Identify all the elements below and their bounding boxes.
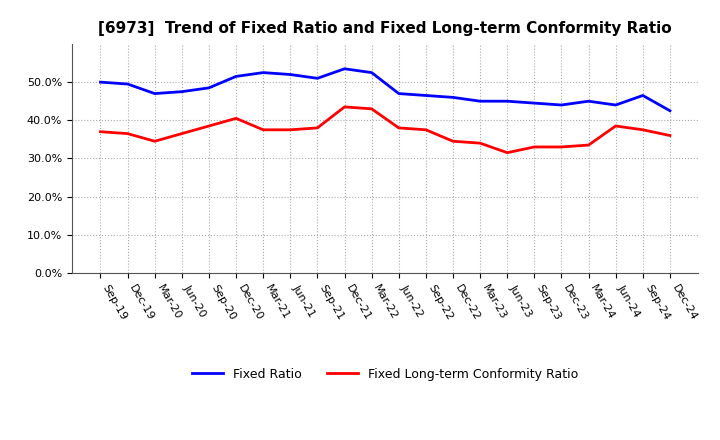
Fixed Long-term Conformity Ratio xyxy=(367,106,376,111)
Fixed Long-term Conformity Ratio xyxy=(178,131,186,136)
Fixed Ratio xyxy=(150,91,159,96)
Fixed Long-term Conformity Ratio xyxy=(530,144,539,150)
Fixed Long-term Conformity Ratio xyxy=(611,123,620,128)
Fixed Long-term Conformity Ratio xyxy=(286,127,294,132)
Fixed Ratio xyxy=(557,103,566,108)
Fixed Ratio xyxy=(178,89,186,94)
Fixed Long-term Conformity Ratio xyxy=(123,131,132,136)
Fixed Ratio xyxy=(232,74,240,79)
Line: Fixed Ratio: Fixed Ratio xyxy=(101,69,670,111)
Fixed Long-term Conformity Ratio xyxy=(395,125,403,131)
Fixed Long-term Conformity Ratio xyxy=(341,104,349,110)
Legend: Fixed Ratio, Fixed Long-term Conformity Ratio: Fixed Ratio, Fixed Long-term Conformity … xyxy=(187,363,583,385)
Fixed Ratio xyxy=(123,81,132,87)
Fixed Long-term Conformity Ratio xyxy=(150,139,159,144)
Fixed Ratio xyxy=(503,99,511,104)
Line: Fixed Long-term Conformity Ratio: Fixed Long-term Conformity Ratio xyxy=(101,107,670,153)
Fixed Ratio xyxy=(530,100,539,106)
Fixed Ratio xyxy=(395,91,403,96)
Fixed Long-term Conformity Ratio xyxy=(639,127,647,132)
Fixed Long-term Conformity Ratio xyxy=(259,127,268,132)
Fixed Ratio xyxy=(341,66,349,71)
Fixed Ratio xyxy=(286,72,294,77)
Fixed Long-term Conformity Ratio xyxy=(204,123,213,128)
Fixed Ratio xyxy=(449,95,457,100)
Fixed Ratio xyxy=(665,108,674,114)
Fixed Long-term Conformity Ratio xyxy=(232,116,240,121)
Fixed Ratio xyxy=(639,93,647,98)
Fixed Ratio xyxy=(611,103,620,108)
Fixed Ratio xyxy=(367,70,376,75)
Fixed Long-term Conformity Ratio xyxy=(557,144,566,150)
Fixed Ratio xyxy=(421,93,430,98)
Fixed Long-term Conformity Ratio xyxy=(584,143,593,148)
Fixed Ratio xyxy=(96,80,105,85)
Fixed Long-term Conformity Ratio xyxy=(421,127,430,132)
Fixed Long-term Conformity Ratio xyxy=(313,125,322,131)
Fixed Ratio xyxy=(204,85,213,91)
Fixed Ratio xyxy=(476,99,485,104)
Fixed Long-term Conformity Ratio xyxy=(503,150,511,155)
Fixed Ratio xyxy=(313,76,322,81)
Title: [6973]  Trend of Fixed Ratio and Fixed Long-term Conformity Ratio: [6973] Trend of Fixed Ratio and Fixed Lo… xyxy=(99,21,672,36)
Fixed Long-term Conformity Ratio xyxy=(476,140,485,146)
Fixed Ratio xyxy=(259,70,268,75)
Fixed Long-term Conformity Ratio xyxy=(449,139,457,144)
Fixed Long-term Conformity Ratio xyxy=(665,133,674,138)
Fixed Long-term Conformity Ratio xyxy=(96,129,105,134)
Fixed Ratio xyxy=(584,99,593,104)
